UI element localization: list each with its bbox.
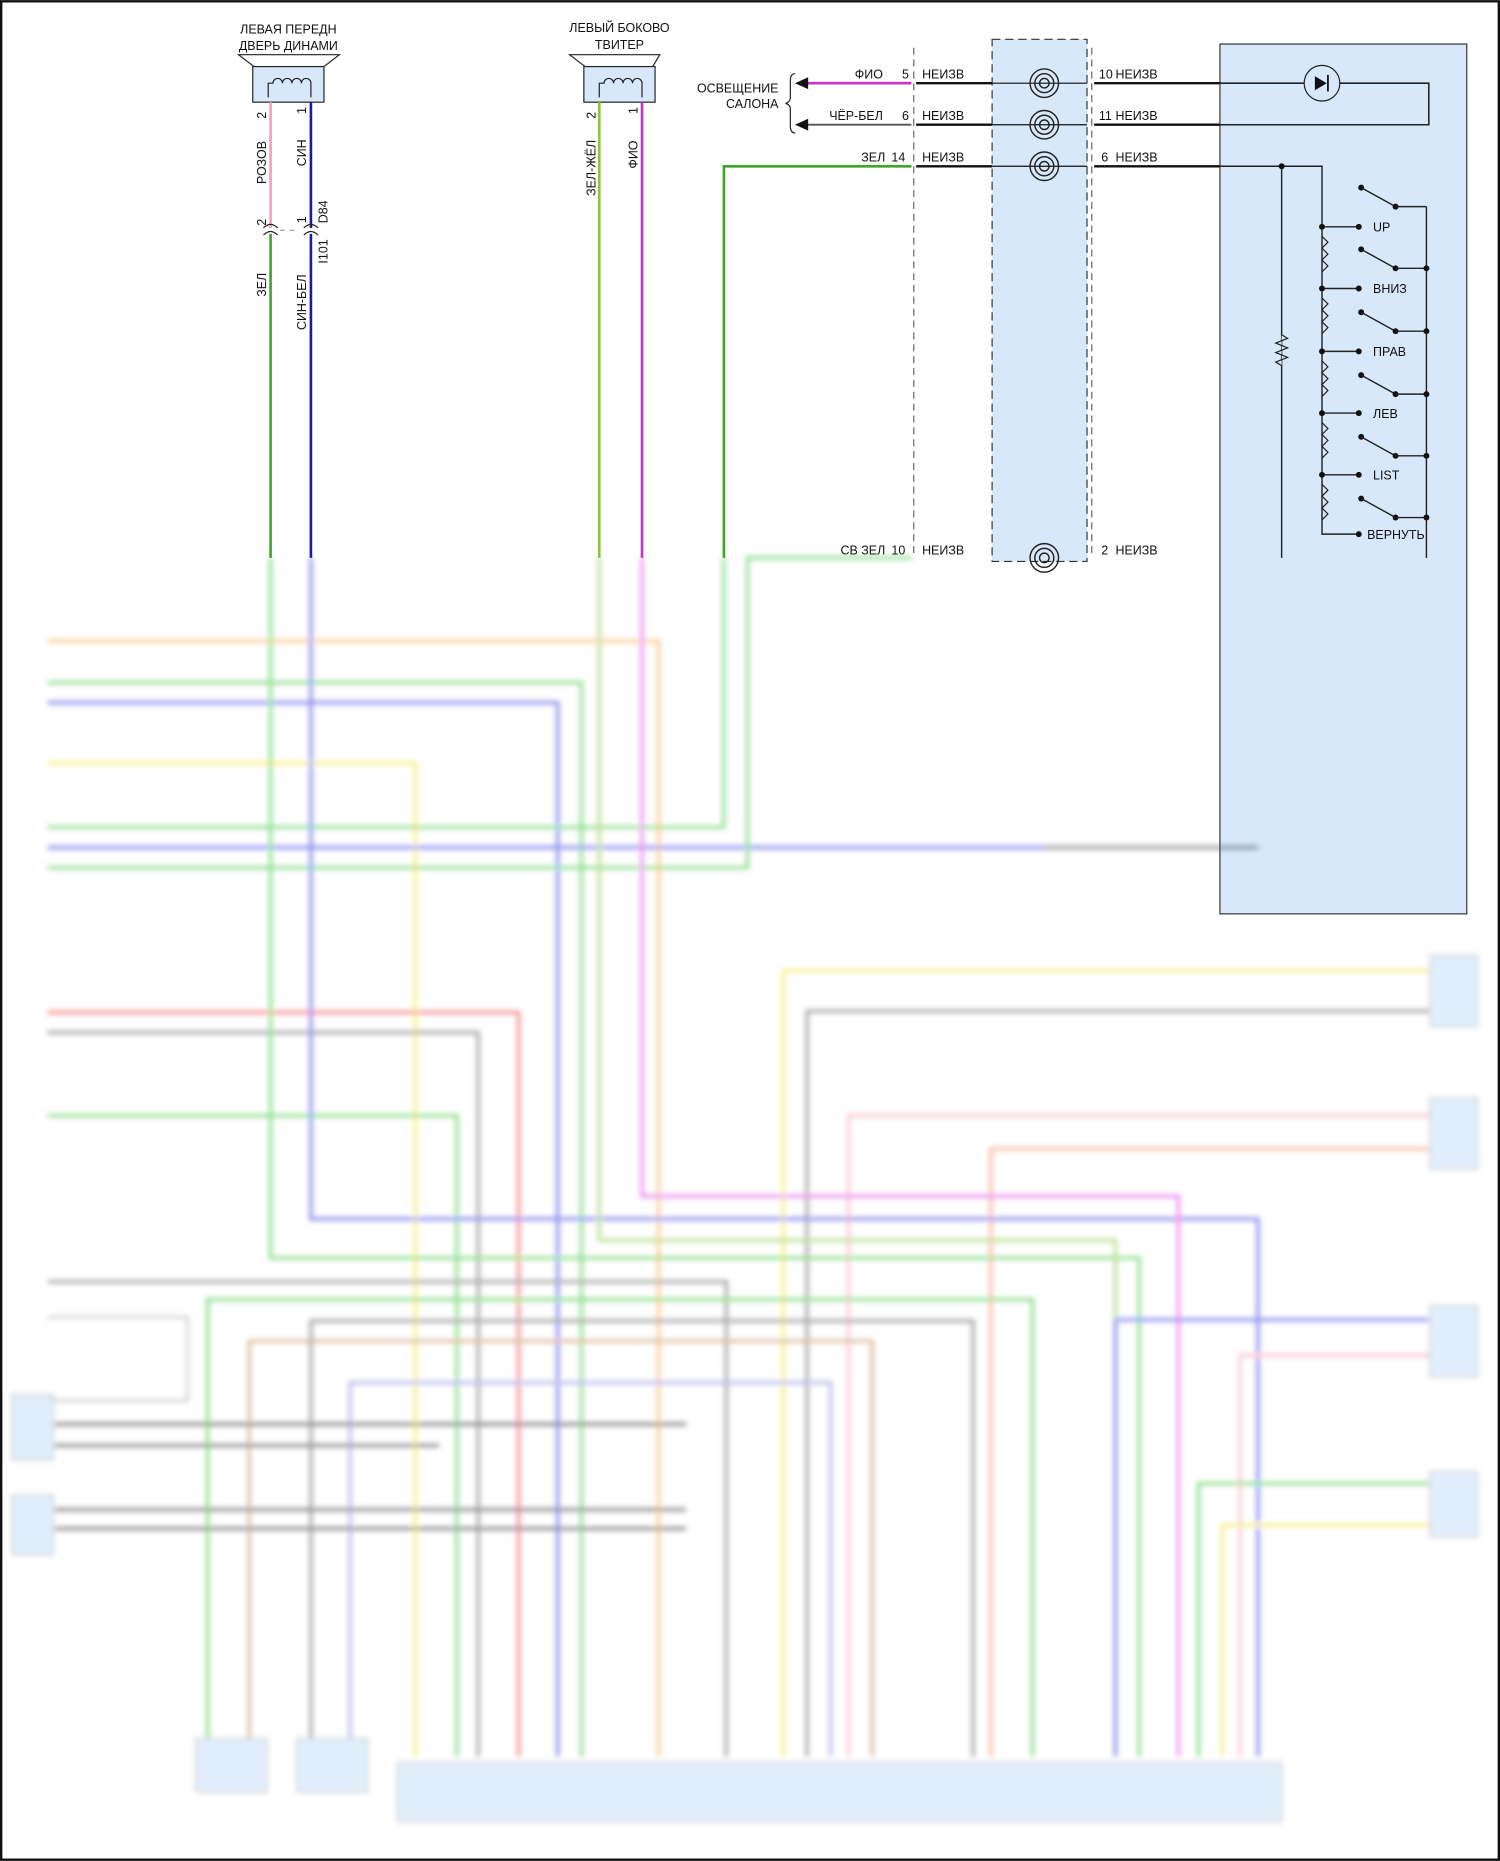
tweeter-title: ЛЕВЫЙ БОКОВО	[569, 20, 670, 35]
clockspring-module	[991, 38, 1088, 563]
resistor-icon	[1321, 422, 1329, 459]
clockspring-row-3: ЗЕЛ 14 НЕИЗВ 6 НЕИЗВ	[861, 151, 1220, 182]
svg-text:ЧЁР-БЕЛ: ЧЁР-БЕЛ	[829, 109, 883, 123]
switch-label-прав: ПРАВ	[1373, 345, 1406, 359]
pin-label: 1	[626, 107, 640, 114]
svg-text:СВ ЗЕЛ: СВ ЗЕЛ	[841, 543, 886, 557]
svg-text:6: 6	[1101, 151, 1108, 165]
pin-label: 1	[295, 216, 309, 223]
resistor-icon	[1321, 297, 1329, 335]
blurred-lower-diagram	[11, 556, 1479, 1823]
clockspring-row-2: ЧЁР-БЕЛ 6 НЕИЗВ 11 НЕИЗВ	[829, 109, 1220, 140]
resistor-icon	[1321, 360, 1329, 397]
svg-text:НЕИЗВ: НЕИЗВ	[1116, 109, 1158, 123]
svg-text:НЕИЗВ: НЕИЗВ	[1116, 543, 1158, 557]
resistor-icon	[1321, 483, 1329, 521]
speaker-title-2: ДВЕРЬ ДИНАМИ	[239, 39, 338, 53]
svg-text:НЕИЗВ: НЕИЗВ	[1116, 151, 1158, 165]
switch-label-list: LIST	[1373, 469, 1400, 483]
lighting-label-2: САЛОНА	[726, 97, 779, 111]
steering-switch-module	[1219, 43, 1468, 915]
svg-text:6: 6	[902, 109, 909, 123]
lighting-label: ОСВЕЩЕНИЕ	[697, 82, 779, 96]
pin-label: 1	[295, 107, 309, 114]
svg-text:5: 5	[902, 67, 909, 81]
switch-ladder: UP ВНИЗ ПРАВ ЛЕВ LIST ВЕРНУТЬ	[1319, 184, 1430, 542]
arrow-icon	[795, 77, 809, 90]
svg-text:10: 10	[1099, 67, 1113, 81]
wire-label: ФИО	[626, 140, 640, 168]
wire-label: СИН	[295, 139, 309, 166]
wire-label: ЗЕЛ-ЖЁЛ	[585, 140, 599, 196]
coil-icon	[267, 77, 312, 98]
svg-text:10: 10	[891, 543, 905, 557]
wire-label: СИН-БЕЛ	[295, 274, 309, 330]
coil-icon	[598, 77, 643, 98]
svg-text:НЕИЗВ: НЕИЗВ	[922, 67, 964, 81]
tweeter-horn-icon	[567, 54, 661, 68]
resistor-icon	[1274, 334, 1290, 367]
clockspring-row-1: ФИО 5 НЕИЗВ 10 НЕИЗВ	[855, 67, 1220, 99]
pin-label: 2	[255, 112, 269, 119]
left-front-door-speaker: ЛЕВАЯ ПЕРЕДН ДВЕРЬ ДИНАМИ	[236, 22, 342, 103]
svg-text:ФИО: ФИО	[855, 67, 883, 81]
speaker-horn-icon	[236, 54, 342, 68]
svg-text:14: 14	[891, 151, 905, 165]
clockspring-row-4: СВ ЗЕЛ 10 НЕИЗВ 2 НЕИЗВ	[841, 542, 1158, 573]
switch-label-лев: ЛЕВ	[1373, 407, 1398, 421]
connector-id: I101	[317, 239, 331, 263]
switch-label-вниз: ВНИЗ	[1373, 282, 1407, 296]
switch-label-вернуть: ВЕРНУТЬ	[1367, 528, 1425, 542]
switch-label-up: UP	[1373, 221, 1390, 235]
speaker-box	[252, 65, 325, 103]
speaker-title: ЛЕВАЯ ПЕРЕДН	[240, 22, 336, 36]
resistor-icon	[1321, 235, 1329, 273]
tweeter-box	[583, 65, 656, 103]
svg-text:ЗЕЛ: ЗЕЛ	[861, 151, 885, 165]
left-side-tweeter: ЛЕВЫЙ БОКОВО ТВИТЕР	[567, 20, 670, 103]
svg-text:2: 2	[1101, 543, 1108, 557]
wire-label: РОЗОВ	[255, 141, 269, 184]
tweeter-title-2: ТВИТЕР	[595, 38, 644, 52]
svg-text:НЕИЗВ: НЕИЗВ	[922, 109, 964, 123]
svg-text:НЕИЗВ: НЕИЗВ	[922, 151, 964, 165]
svg-text:НЕИЗВ: НЕИЗВ	[922, 543, 964, 557]
pin-label: 2	[585, 112, 599, 119]
pin-label: 2	[255, 219, 269, 226]
wire-label: ЗЕЛ	[255, 273, 269, 297]
connector-id: D84	[317, 200, 331, 223]
svg-text:11: 11	[1099, 109, 1112, 123]
arrow-icon	[795, 118, 809, 131]
svg-text:НЕИЗВ: НЕИЗВ	[1116, 67, 1158, 81]
brace	[785, 73, 796, 134]
